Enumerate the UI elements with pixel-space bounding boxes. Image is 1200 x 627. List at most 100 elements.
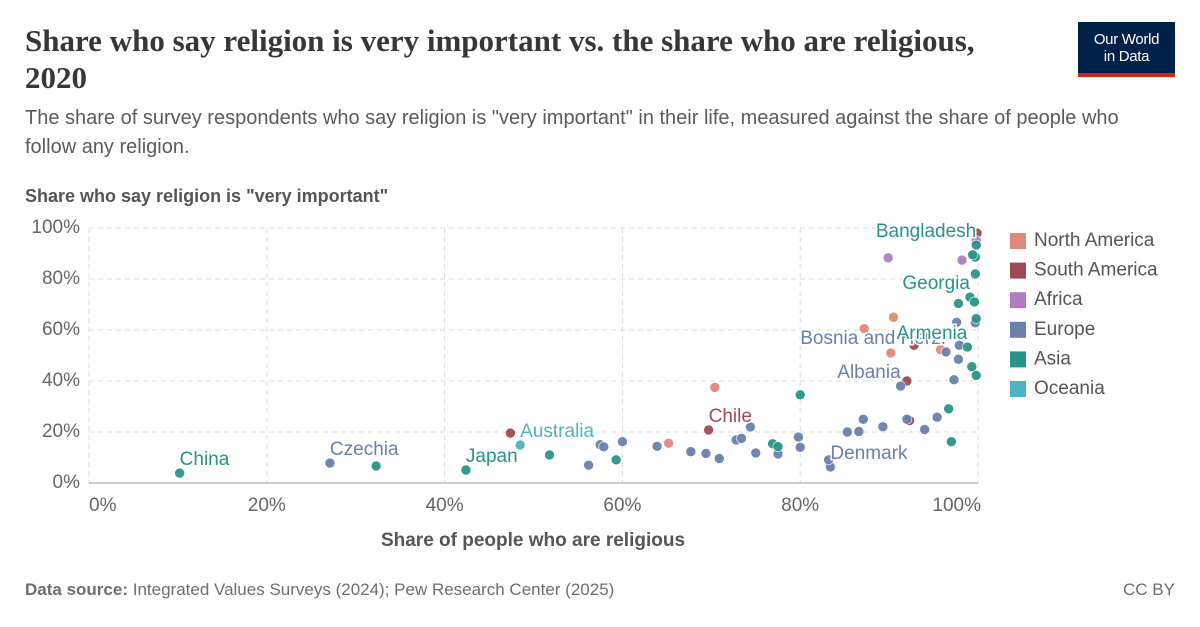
point bbox=[895, 380, 906, 392]
y-tick-label: 0% bbox=[53, 472, 81, 493]
point bbox=[956, 254, 968, 266]
footer: Data source: Integrated Values Surveys (… bbox=[25, 580, 614, 600]
point bbox=[514, 439, 526, 451]
point-label: Australia bbox=[520, 421, 594, 442]
point bbox=[885, 347, 897, 359]
point bbox=[969, 296, 980, 308]
point bbox=[888, 311, 899, 323]
chart-subtitle: The share of survey respondents who say … bbox=[25, 107, 1119, 158]
license[interactable]: CC BY bbox=[1123, 580, 1175, 599]
x-tick-label: 100% bbox=[932, 495, 981, 516]
point bbox=[505, 427, 516, 439]
point bbox=[953, 298, 964, 309]
y-tick-label: 20% bbox=[42, 421, 80, 442]
point bbox=[794, 389, 806, 401]
logo-text: in Data bbox=[1103, 48, 1150, 65]
chart-title: Share who say religion is very important… bbox=[25, 23, 975, 95]
point bbox=[858, 323, 870, 335]
legend-label: South America bbox=[1034, 260, 1158, 281]
point-label: Chile bbox=[709, 406, 752, 427]
y-tick-label: 80% bbox=[42, 268, 80, 289]
point-label: Armenia bbox=[897, 323, 968, 344]
point-label: Denmark bbox=[830, 443, 908, 464]
legend-label: North America bbox=[1034, 230, 1155, 251]
point bbox=[794, 441, 806, 453]
point bbox=[853, 426, 865, 437]
legend-label: Africa bbox=[1034, 289, 1083, 310]
point-label: Japan bbox=[466, 446, 518, 467]
point bbox=[685, 446, 697, 457]
point bbox=[970, 268, 981, 280]
logo-text: Our World bbox=[1093, 31, 1160, 48]
legend-swatch bbox=[1010, 381, 1026, 397]
point bbox=[174, 467, 185, 479]
point bbox=[908, 339, 920, 351]
point bbox=[714, 453, 725, 464]
point bbox=[610, 454, 622, 466]
point bbox=[793, 431, 804, 443]
x-axis-title: Share of people who are religious bbox=[381, 530, 685, 551]
point-label: Albania bbox=[837, 362, 901, 383]
source-label: Data source: bbox=[25, 580, 128, 599]
point bbox=[370, 460, 382, 472]
x-tick-label: 60% bbox=[603, 495, 641, 516]
point bbox=[598, 441, 610, 453]
point bbox=[951, 317, 962, 328]
point bbox=[877, 421, 889, 432]
point bbox=[931, 411, 943, 423]
point bbox=[736, 433, 747, 444]
point bbox=[544, 449, 555, 461]
point bbox=[948, 374, 960, 386]
point bbox=[651, 440, 663, 452]
point bbox=[943, 403, 954, 415]
point bbox=[882, 252, 894, 264]
point bbox=[703, 424, 714, 436]
point bbox=[919, 424, 930, 435]
source: Integrated Values Surveys (2024); Pew Re… bbox=[132, 580, 615, 599]
legend-swatch bbox=[1010, 292, 1026, 309]
point bbox=[772, 441, 784, 452]
point bbox=[750, 447, 762, 459]
point bbox=[940, 346, 952, 358]
y-tick-label: 100% bbox=[31, 217, 80, 238]
point-label: Bangladesh bbox=[876, 221, 976, 242]
point bbox=[953, 354, 964, 365]
point bbox=[842, 426, 853, 438]
chart: Share who say religion is "very importan… bbox=[25, 186, 1158, 551]
point bbox=[966, 361, 978, 373]
point bbox=[970, 239, 982, 251]
point bbox=[970, 313, 982, 324]
point-label: China bbox=[180, 449, 230, 470]
point-label: Georgia bbox=[902, 273, 970, 294]
x-tick-label: 80% bbox=[781, 495, 819, 516]
y-tick-label: 60% bbox=[42, 319, 80, 340]
point bbox=[901, 413, 913, 425]
y-axis-title: Share who say religion is "very importan… bbox=[25, 186, 388, 206]
legend-label: Oceania bbox=[1034, 378, 1105, 399]
legend-label: Europe bbox=[1034, 319, 1095, 340]
legend-swatch bbox=[1010, 321, 1026, 338]
x-tick-label: 20% bbox=[248, 495, 286, 516]
point bbox=[663, 437, 674, 449]
point bbox=[745, 421, 756, 433]
point bbox=[460, 464, 472, 476]
point bbox=[700, 448, 712, 459]
point bbox=[970, 370, 982, 381]
legend-swatch bbox=[1010, 233, 1026, 249]
point bbox=[709, 382, 721, 393]
point-label: Bosnia and Herz. bbox=[800, 328, 946, 349]
legend-label: Asia bbox=[1034, 348, 1071, 369]
legend-swatch bbox=[1010, 262, 1026, 279]
point bbox=[962, 341, 973, 353]
point bbox=[324, 457, 336, 469]
point bbox=[967, 249, 978, 261]
x-tick-label: 40% bbox=[426, 495, 464, 516]
point bbox=[858, 413, 869, 425]
point bbox=[823, 454, 834, 466]
y-tick-label: 40% bbox=[42, 370, 80, 391]
logo[interactable]: Our World in Data bbox=[1078, 22, 1175, 77]
point bbox=[617, 436, 628, 447]
point bbox=[583, 459, 594, 471]
x-tick-label: 0% bbox=[89, 495, 117, 516]
